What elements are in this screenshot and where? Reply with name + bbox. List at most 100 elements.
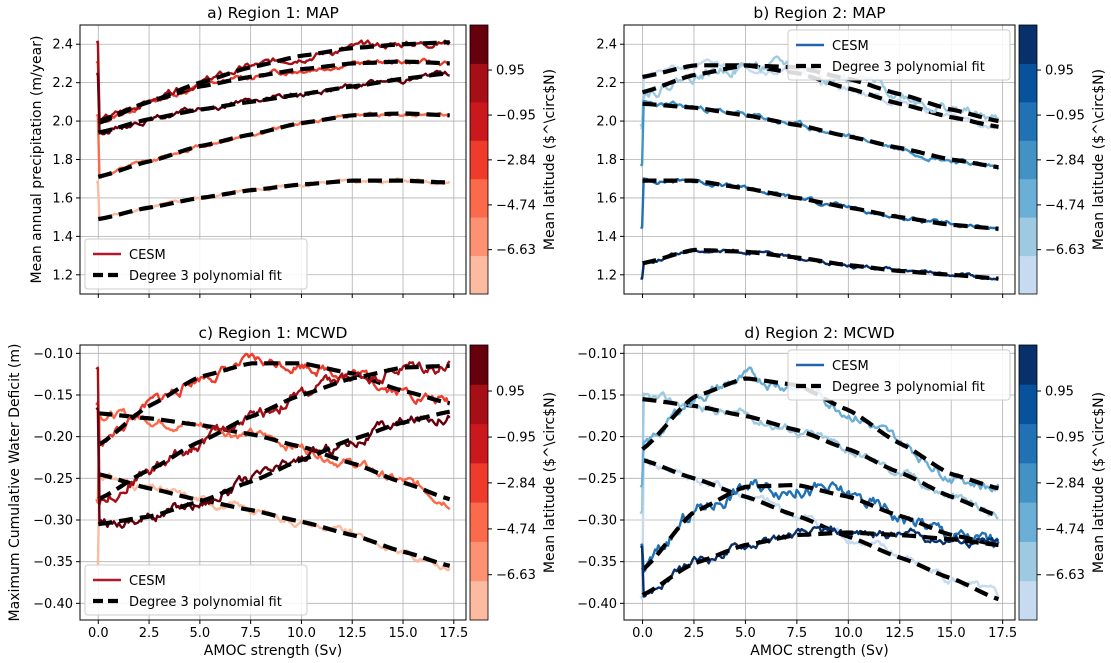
colorbar-tick-label: −4.74 bbox=[1045, 198, 1085, 213]
x-tick-label: 7.5 bbox=[240, 626, 261, 641]
colorbar-segment bbox=[470, 178, 488, 218]
series-group bbox=[95, 352, 451, 572]
x-tick-label: 5.0 bbox=[190, 626, 211, 641]
y-tick-label: 1.6 bbox=[52, 191, 73, 206]
fit-line-lat-0.95 bbox=[97, 70, 450, 135]
colorbar-tick-label: −2.84 bbox=[496, 476, 536, 491]
colorbar-tick-label: −4.74 bbox=[496, 522, 536, 537]
y-axis-label: Maximum Cumulative Water Deficit (m) bbox=[7, 344, 23, 622]
colorbar: −6.63 −4.74 −2.84 −0.95 0.95 Mean latitude ($… bbox=[469, 24, 558, 295]
colorbar-segment bbox=[470, 541, 488, 582]
y-tick-label: 2.2 bbox=[52, 76, 73, 91]
y-tick-label: −0.40 bbox=[577, 597, 617, 612]
colorbar-segment bbox=[1019, 101, 1037, 141]
fit-line-lat--0.95 bbox=[641, 482, 999, 572]
y-tick-label: 1.8 bbox=[596, 153, 617, 168]
colorbar-segment bbox=[470, 255, 488, 295]
colorbar-tick-label: −6.63 bbox=[496, 243, 536, 258]
x-tick-label: 15.0 bbox=[389, 626, 418, 641]
y-tick-label: 1.2 bbox=[596, 268, 617, 283]
y-tick-label: 2.2 bbox=[596, 76, 617, 91]
fit-line-lat--4.74 bbox=[98, 411, 451, 502]
fit-line-lat--6.63 bbox=[97, 178, 450, 222]
fit-line-lat--4.74 bbox=[97, 111, 450, 179]
colorbar-segment bbox=[1019, 462, 1037, 503]
panel-d: 0.0 2.5 5.0 7.5 10.0 12.5 15.0 17.5 −0.40 −0.35 −0… bbox=[577, 324, 1107, 659]
y-tick-label: −0.35 bbox=[577, 555, 617, 570]
legend-box bbox=[787, 349, 1011, 401]
colorbar-tick-label: −0.95 bbox=[1045, 109, 1085, 124]
y-tick-label: 2.4 bbox=[596, 38, 617, 53]
y-tick-label: 1.6 bbox=[596, 191, 617, 206]
colorbar-label: Mean latitude ($^\circ$N) bbox=[542, 392, 558, 573]
legend-label-fit: Degree 3 polynomial fit bbox=[832, 380, 985, 395]
colorbar-segment bbox=[470, 502, 488, 542]
x-tick-label: 0.0 bbox=[88, 626, 109, 641]
fit-line-lat--0.95 bbox=[642, 178, 999, 231]
y-tick-label: −0.35 bbox=[33, 555, 73, 570]
colorbar-segment bbox=[470, 140, 488, 180]
legend-label-cesm: CESM bbox=[129, 248, 166, 263]
colorbar-segment bbox=[470, 25, 488, 64]
colorbar: −6.63 −4.74 −2.84 −0.95 0.95 Mean latitude ($… bbox=[1018, 344, 1107, 621]
panel-title: b) Region 2: MAP bbox=[753, 4, 885, 22]
series-line-lat--4.74 bbox=[639, 391, 999, 520]
x-tick-label: 0.0 bbox=[632, 626, 653, 641]
colorbar-segment bbox=[470, 345, 488, 385]
colorbar-segment bbox=[1019, 502, 1037, 542]
x-tick-label: 12.5 bbox=[885, 626, 914, 641]
series-group bbox=[95, 39, 451, 222]
colorbar-segment bbox=[470, 63, 488, 103]
fit-line-lat--4.74 bbox=[641, 63, 999, 124]
y-tick-label: 1.8 bbox=[52, 153, 73, 168]
fit-line-lat--6.63 bbox=[641, 457, 1000, 602]
fit-line-lat--2.84 bbox=[642, 101, 999, 170]
colorbar-segment bbox=[1019, 25, 1037, 64]
colorbar-tick-label: 0.95 bbox=[496, 385, 525, 400]
colorbar-tick-label: −6.63 bbox=[496, 568, 536, 583]
legend-label-cesm: CESM bbox=[832, 39, 869, 54]
colorbar-label: Mean latitude ($^\circ$N) bbox=[1091, 69, 1107, 250]
y-tick-label: −0.25 bbox=[33, 472, 73, 487]
y-tick-label: 2.4 bbox=[52, 38, 73, 53]
y-tick-label: −0.15 bbox=[577, 389, 617, 404]
colorbar-label: Mean latitude ($^\circ$N) bbox=[1091, 392, 1107, 573]
y-axis-label: Mean annual precipitation (m/year) bbox=[29, 36, 45, 284]
colorbar-segment bbox=[1019, 345, 1037, 385]
colorbar-tick-label: −0.95 bbox=[1045, 431, 1085, 446]
series-line-lat-0.95 bbox=[95, 407, 451, 529]
legend: CESM Degree 3 polynomial fit bbox=[84, 238, 308, 290]
colorbar-tick-label: −2.84 bbox=[496, 153, 536, 168]
colorbar-tick-label: −0.95 bbox=[496, 109, 536, 124]
colorbar: −6.63 −4.74 −2.84 −0.95 0.95 Mean latitude ($… bbox=[469, 344, 558, 621]
series-line-lat--0.95 bbox=[640, 479, 1000, 573]
y-tick-label: −0.25 bbox=[577, 472, 617, 487]
x-tick-label: 2.5 bbox=[684, 626, 705, 641]
panel-title: d) Region 2: MCWD bbox=[744, 324, 894, 342]
y-tick-label: 2.0 bbox=[596, 115, 617, 130]
fit-line-lat-0.95 bbox=[641, 530, 999, 597]
colorbar-tick-label: −6.63 bbox=[1045, 568, 1085, 583]
x-tick-label: 12.5 bbox=[338, 626, 367, 641]
panel-a: 1.2 1.4 1.6 1.8 2.0 2.2 2.4 a) Region 1: MAP Mea… bbox=[29, 4, 558, 298]
colorbar-segment bbox=[470, 101, 488, 141]
panel-c: 0.0 2.5 5.0 7.5 10.0 12.5 15.0 17.5 −0.40 −0.35 −0… bbox=[7, 324, 558, 659]
x-axis-label: AMOC strength (Sv) bbox=[750, 643, 888, 659]
colorbar-segment bbox=[1019, 255, 1037, 295]
x-tick-label: 5.0 bbox=[735, 626, 756, 641]
fit-line-lat-0.95 bbox=[642, 247, 999, 281]
x-axis-label: AMOC strength (Sv) bbox=[204, 643, 342, 659]
colorbar-tick-label: −2.84 bbox=[1045, 476, 1085, 491]
x-tick-label: 15.0 bbox=[937, 626, 966, 641]
x-tick-label: 10.0 bbox=[287, 626, 316, 641]
legend-box bbox=[787, 29, 1011, 81]
legend-label-fit: Degree 3 polynomial fit bbox=[129, 269, 282, 284]
colorbar-tick-label: −0.95 bbox=[496, 431, 536, 446]
axes-frame bbox=[79, 344, 467, 621]
colorbar-tick-label: −2.84 bbox=[1045, 153, 1085, 168]
y-tick-label: −0.20 bbox=[33, 430, 73, 445]
colorbar-label: Mean latitude ($^\circ$N) bbox=[542, 69, 558, 250]
panel-title: c) Region 1: MCWD bbox=[199, 324, 348, 342]
panel-title: a) Region 1: MAP bbox=[207, 4, 339, 22]
